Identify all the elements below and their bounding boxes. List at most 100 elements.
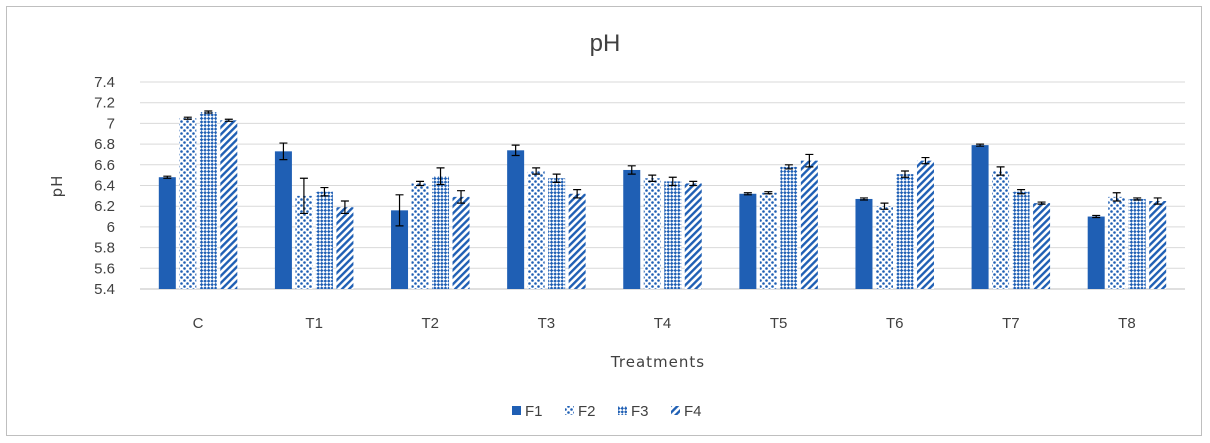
error-bar bbox=[689, 180, 698, 187]
error-bar bbox=[976, 143, 985, 147]
error-bar bbox=[859, 197, 868, 201]
x-category-label: T8 bbox=[1118, 315, 1136, 332]
error-bar bbox=[552, 173, 561, 183]
bar-f2-t8 bbox=[1108, 196, 1126, 289]
y-tick-label: 5.4 bbox=[94, 281, 115, 298]
error-bar bbox=[900, 170, 909, 178]
bar-f4-c bbox=[220, 120, 238, 289]
bar-f3-t6 bbox=[896, 174, 914, 289]
error-bar bbox=[805, 153, 814, 168]
y-axis-title: pH bbox=[48, 175, 66, 198]
y-tick-label: 6.2 bbox=[94, 198, 115, 215]
bar-f4-t4 bbox=[684, 183, 702, 289]
error-bar bbox=[1133, 197, 1142, 201]
bar-f2-t3 bbox=[527, 171, 545, 289]
y-tick-label: 7.2 bbox=[94, 95, 115, 112]
bar-f1-t3 bbox=[507, 150, 525, 289]
y-tick-label: 5.6 bbox=[94, 260, 115, 277]
error-bar bbox=[340, 200, 349, 215]
error-bar bbox=[764, 191, 773, 195]
bar-f4-t3 bbox=[568, 193, 586, 289]
bar-f2-t4 bbox=[643, 178, 661, 289]
x-category-label: T4 bbox=[654, 315, 672, 332]
bar-f4-t6 bbox=[916, 160, 934, 289]
error-bar bbox=[1037, 201, 1046, 205]
error-bar bbox=[648, 174, 657, 182]
bar-f1-t2 bbox=[391, 210, 409, 289]
error-bar bbox=[436, 167, 445, 186]
bar-f3-t1 bbox=[315, 191, 333, 289]
error-bar bbox=[299, 177, 308, 215]
error-bar bbox=[627, 165, 636, 175]
legend-item-f1: F1 bbox=[512, 403, 543, 420]
y-tick-label: 6.6 bbox=[94, 157, 115, 174]
x-axis-title: Treatments bbox=[610, 353, 705, 371]
error-bar bbox=[224, 118, 233, 122]
bar-f2-c bbox=[179, 118, 197, 289]
error-bar bbox=[532, 167, 541, 175]
bar-f1-t7 bbox=[971, 145, 989, 289]
error-bar bbox=[996, 166, 1005, 176]
legend-label: F3 bbox=[631, 403, 649, 420]
bar-f4-t7 bbox=[1033, 203, 1051, 289]
bar-f2-t7 bbox=[992, 171, 1010, 289]
legend-swatch bbox=[512, 406, 521, 415]
error-bar bbox=[395, 194, 404, 227]
bar-f2-t1 bbox=[295, 195, 313, 289]
bar-f3-t4 bbox=[664, 181, 682, 289]
y-tick-label: 6.4 bbox=[94, 178, 115, 195]
error-bar bbox=[784, 164, 793, 170]
bar-f1-t5 bbox=[739, 193, 757, 289]
chart-title: pH bbox=[590, 30, 621, 57]
error-bar bbox=[457, 190, 466, 204]
x-axis-categories: C T1 T2 T3 T4 T5 T6 T7 T8 bbox=[193, 315, 1136, 332]
x-category-label: C bbox=[193, 315, 204, 332]
bar-f1-t4 bbox=[623, 169, 641, 289]
error-bar bbox=[416, 180, 425, 187]
bar-f3-t5 bbox=[780, 166, 798, 289]
error-bar bbox=[1092, 214, 1101, 219]
bar-f4-t2 bbox=[452, 196, 470, 289]
error-bar bbox=[743, 192, 752, 196]
legend-label: F1 bbox=[525, 403, 543, 420]
bar-f3-t7 bbox=[1012, 191, 1030, 289]
error-bar bbox=[573, 189, 582, 199]
x-category-label: T2 bbox=[422, 315, 440, 332]
legend-item-f4: F4 bbox=[671, 403, 702, 420]
x-category-label: T1 bbox=[305, 315, 323, 332]
y-tick-label: 6 bbox=[107, 219, 115, 236]
legend-swatch bbox=[618, 406, 627, 415]
bar-f2-t6 bbox=[875, 206, 893, 289]
legend-label: F2 bbox=[578, 403, 596, 420]
x-category-label: T3 bbox=[538, 315, 556, 332]
bar-f1-t1 bbox=[274, 151, 292, 289]
error-bar bbox=[921, 156, 930, 165]
bar-f1-t6 bbox=[855, 198, 873, 289]
error-bar bbox=[279, 142, 288, 161]
y-tick-label: 7 bbox=[107, 115, 115, 132]
error-bar bbox=[204, 110, 213, 114]
y-tick-label: 7.4 bbox=[94, 74, 115, 91]
error-bar bbox=[163, 175, 172, 179]
bar-f3-c bbox=[199, 112, 217, 289]
x-category-label: T5 bbox=[770, 315, 788, 332]
bars bbox=[158, 110, 1167, 289]
gridlines bbox=[140, 81, 1185, 290]
bar-f2-t5 bbox=[759, 192, 777, 289]
error-bar bbox=[1153, 197, 1162, 205]
error-bar bbox=[320, 186, 329, 197]
error-bar bbox=[1112, 192, 1121, 202]
error-bar bbox=[668, 176, 677, 187]
legend-label: F4 bbox=[684, 403, 702, 420]
x-category-label: T7 bbox=[1002, 315, 1020, 332]
x-category-label: T6 bbox=[886, 315, 904, 332]
bar-f4-t1 bbox=[336, 207, 354, 289]
y-tick-label: 5.8 bbox=[94, 240, 115, 257]
bar-f4-t5 bbox=[800, 160, 818, 289]
legend-swatch bbox=[565, 406, 574, 415]
bar-f1-c bbox=[158, 177, 176, 289]
bar-f4-t8 bbox=[1149, 201, 1167, 289]
error-bar bbox=[880, 202, 889, 210]
error-bar bbox=[1017, 189, 1026, 195]
